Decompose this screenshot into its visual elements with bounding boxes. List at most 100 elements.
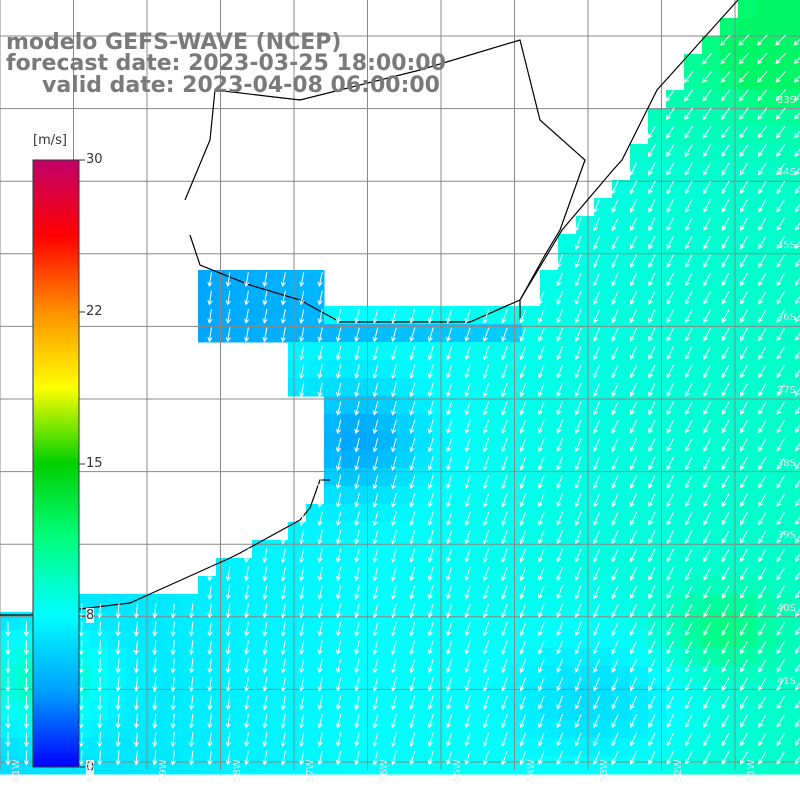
wind-arrow bbox=[372, 511, 379, 527]
wind-cell bbox=[288, 702, 307, 721]
wind-arrow bbox=[5, 677, 11, 693]
wind-arrow bbox=[409, 677, 416, 692]
wind-arrow bbox=[794, 295, 800, 305]
wind-cell bbox=[702, 450, 721, 469]
wind-arrow bbox=[794, 405, 800, 415]
wind-arrow bbox=[482, 511, 490, 526]
wind-cell bbox=[144, 648, 163, 667]
wind-arrow bbox=[648, 217, 656, 232]
wind-cell bbox=[756, 414, 775, 433]
wind-cell bbox=[522, 648, 541, 667]
wind-arrow bbox=[152, 676, 158, 693]
wind-arrow bbox=[685, 456, 693, 471]
wind-arrow bbox=[739, 107, 749, 121]
wind-cell bbox=[540, 342, 559, 361]
wind-cell bbox=[774, 252, 793, 271]
wind-cell bbox=[468, 432, 487, 451]
wind-arrow bbox=[280, 327, 286, 343]
wind-cell bbox=[756, 180, 775, 199]
wind-cell bbox=[252, 756, 271, 775]
wind-arrow bbox=[317, 290, 323, 306]
wind-cell bbox=[288, 306, 307, 325]
wind-arrow bbox=[556, 548, 564, 563]
lat-label-37s: 37S bbox=[776, 385, 796, 396]
wind-arrow bbox=[538, 695, 545, 710]
wind-arrow bbox=[666, 217, 674, 232]
wind-arrow bbox=[794, 166, 800, 176]
wind-cell bbox=[216, 702, 235, 721]
wind-arrow bbox=[464, 493, 471, 508]
wind-arrow bbox=[611, 309, 619, 324]
wind-arrow bbox=[446, 566, 453, 582]
wind-cell bbox=[684, 720, 703, 739]
wind-cell bbox=[522, 540, 541, 559]
wind-arrow bbox=[666, 493, 674, 508]
wind-arrow bbox=[446, 327, 453, 343]
wind-arrow bbox=[776, 236, 785, 250]
wind-cell bbox=[144, 630, 163, 649]
wind-arrow bbox=[629, 732, 638, 747]
wind-arrow bbox=[758, 475, 767, 489]
wind-arrow bbox=[703, 548, 711, 563]
wind-arrow bbox=[685, 254, 693, 268]
wind-cell bbox=[198, 594, 217, 613]
wind-arrow bbox=[648, 327, 656, 342]
wind-cell bbox=[756, 72, 775, 91]
wind-arrow bbox=[23, 621, 29, 637]
wind-cell bbox=[720, 720, 739, 739]
wind-arrow bbox=[683, 70, 694, 84]
wind-arrow bbox=[501, 401, 508, 416]
wind-arrow bbox=[317, 474, 323, 490]
wind-cell bbox=[666, 144, 685, 163]
wind-cell bbox=[504, 648, 523, 667]
wind-arrow bbox=[775, 52, 786, 65]
wind-arrow bbox=[685, 640, 693, 655]
wind-arrow bbox=[354, 548, 360, 564]
wind-arrow bbox=[611, 217, 619, 232]
wind-arrow bbox=[482, 493, 490, 508]
wind-arrow bbox=[225, 750, 231, 766]
wind-arrow bbox=[685, 603, 693, 618]
wind-cells bbox=[0, 0, 800, 775]
wind-arrow bbox=[685, 272, 693, 287]
wind-cell bbox=[630, 144, 649, 163]
wind-arrow bbox=[207, 640, 213, 656]
wind-arrow bbox=[78, 640, 85, 656]
wind-arrow bbox=[538, 511, 545, 526]
wind-arrow bbox=[593, 548, 601, 563]
wind-arrow bbox=[538, 309, 545, 324]
wind-cell bbox=[378, 486, 397, 505]
wind-arrow bbox=[776, 512, 785, 526]
wind-cell bbox=[396, 414, 415, 433]
lon-label-51w: 51W bbox=[746, 759, 757, 782]
wind-arrow bbox=[758, 309, 767, 324]
wind-arrow bbox=[740, 475, 748, 489]
wind-cell bbox=[702, 594, 721, 613]
wind-arrow bbox=[280, 272, 286, 288]
wind-arrow bbox=[280, 713, 286, 729]
coastline-brazil bbox=[519, 0, 739, 320]
wind-arrow bbox=[244, 566, 250, 582]
wind-cell bbox=[450, 576, 469, 595]
wind-arrow bbox=[666, 585, 674, 600]
wind-arrow bbox=[464, 364, 471, 379]
wind-arrow bbox=[556, 309, 564, 324]
wind-arrow bbox=[593, 474, 601, 489]
wind-cell bbox=[522, 576, 541, 595]
wind-arrow bbox=[611, 585, 619, 600]
wind-arrow bbox=[501, 327, 508, 342]
wind-arrow bbox=[593, 750, 601, 765]
wind-cell bbox=[486, 414, 505, 433]
wind-arrow bbox=[629, 309, 638, 324]
wind-arrow bbox=[409, 695, 416, 711]
wind-arrow bbox=[482, 640, 490, 655]
wind-cell bbox=[252, 612, 271, 631]
wind-arrow bbox=[794, 387, 800, 397]
wind-arrow bbox=[740, 659, 748, 673]
wind-arrow bbox=[629, 640, 638, 655]
wind-arrow bbox=[501, 750, 508, 766]
wind-cell bbox=[756, 90, 775, 109]
wind-cell bbox=[360, 432, 379, 451]
wind-cell bbox=[270, 594, 289, 613]
wind-arrow bbox=[685, 567, 693, 581]
